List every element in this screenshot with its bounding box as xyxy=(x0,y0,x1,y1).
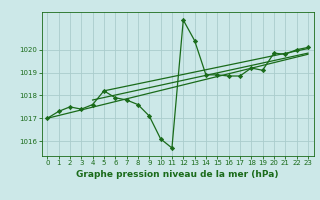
X-axis label: Graphe pression niveau de la mer (hPa): Graphe pression niveau de la mer (hPa) xyxy=(76,170,279,179)
